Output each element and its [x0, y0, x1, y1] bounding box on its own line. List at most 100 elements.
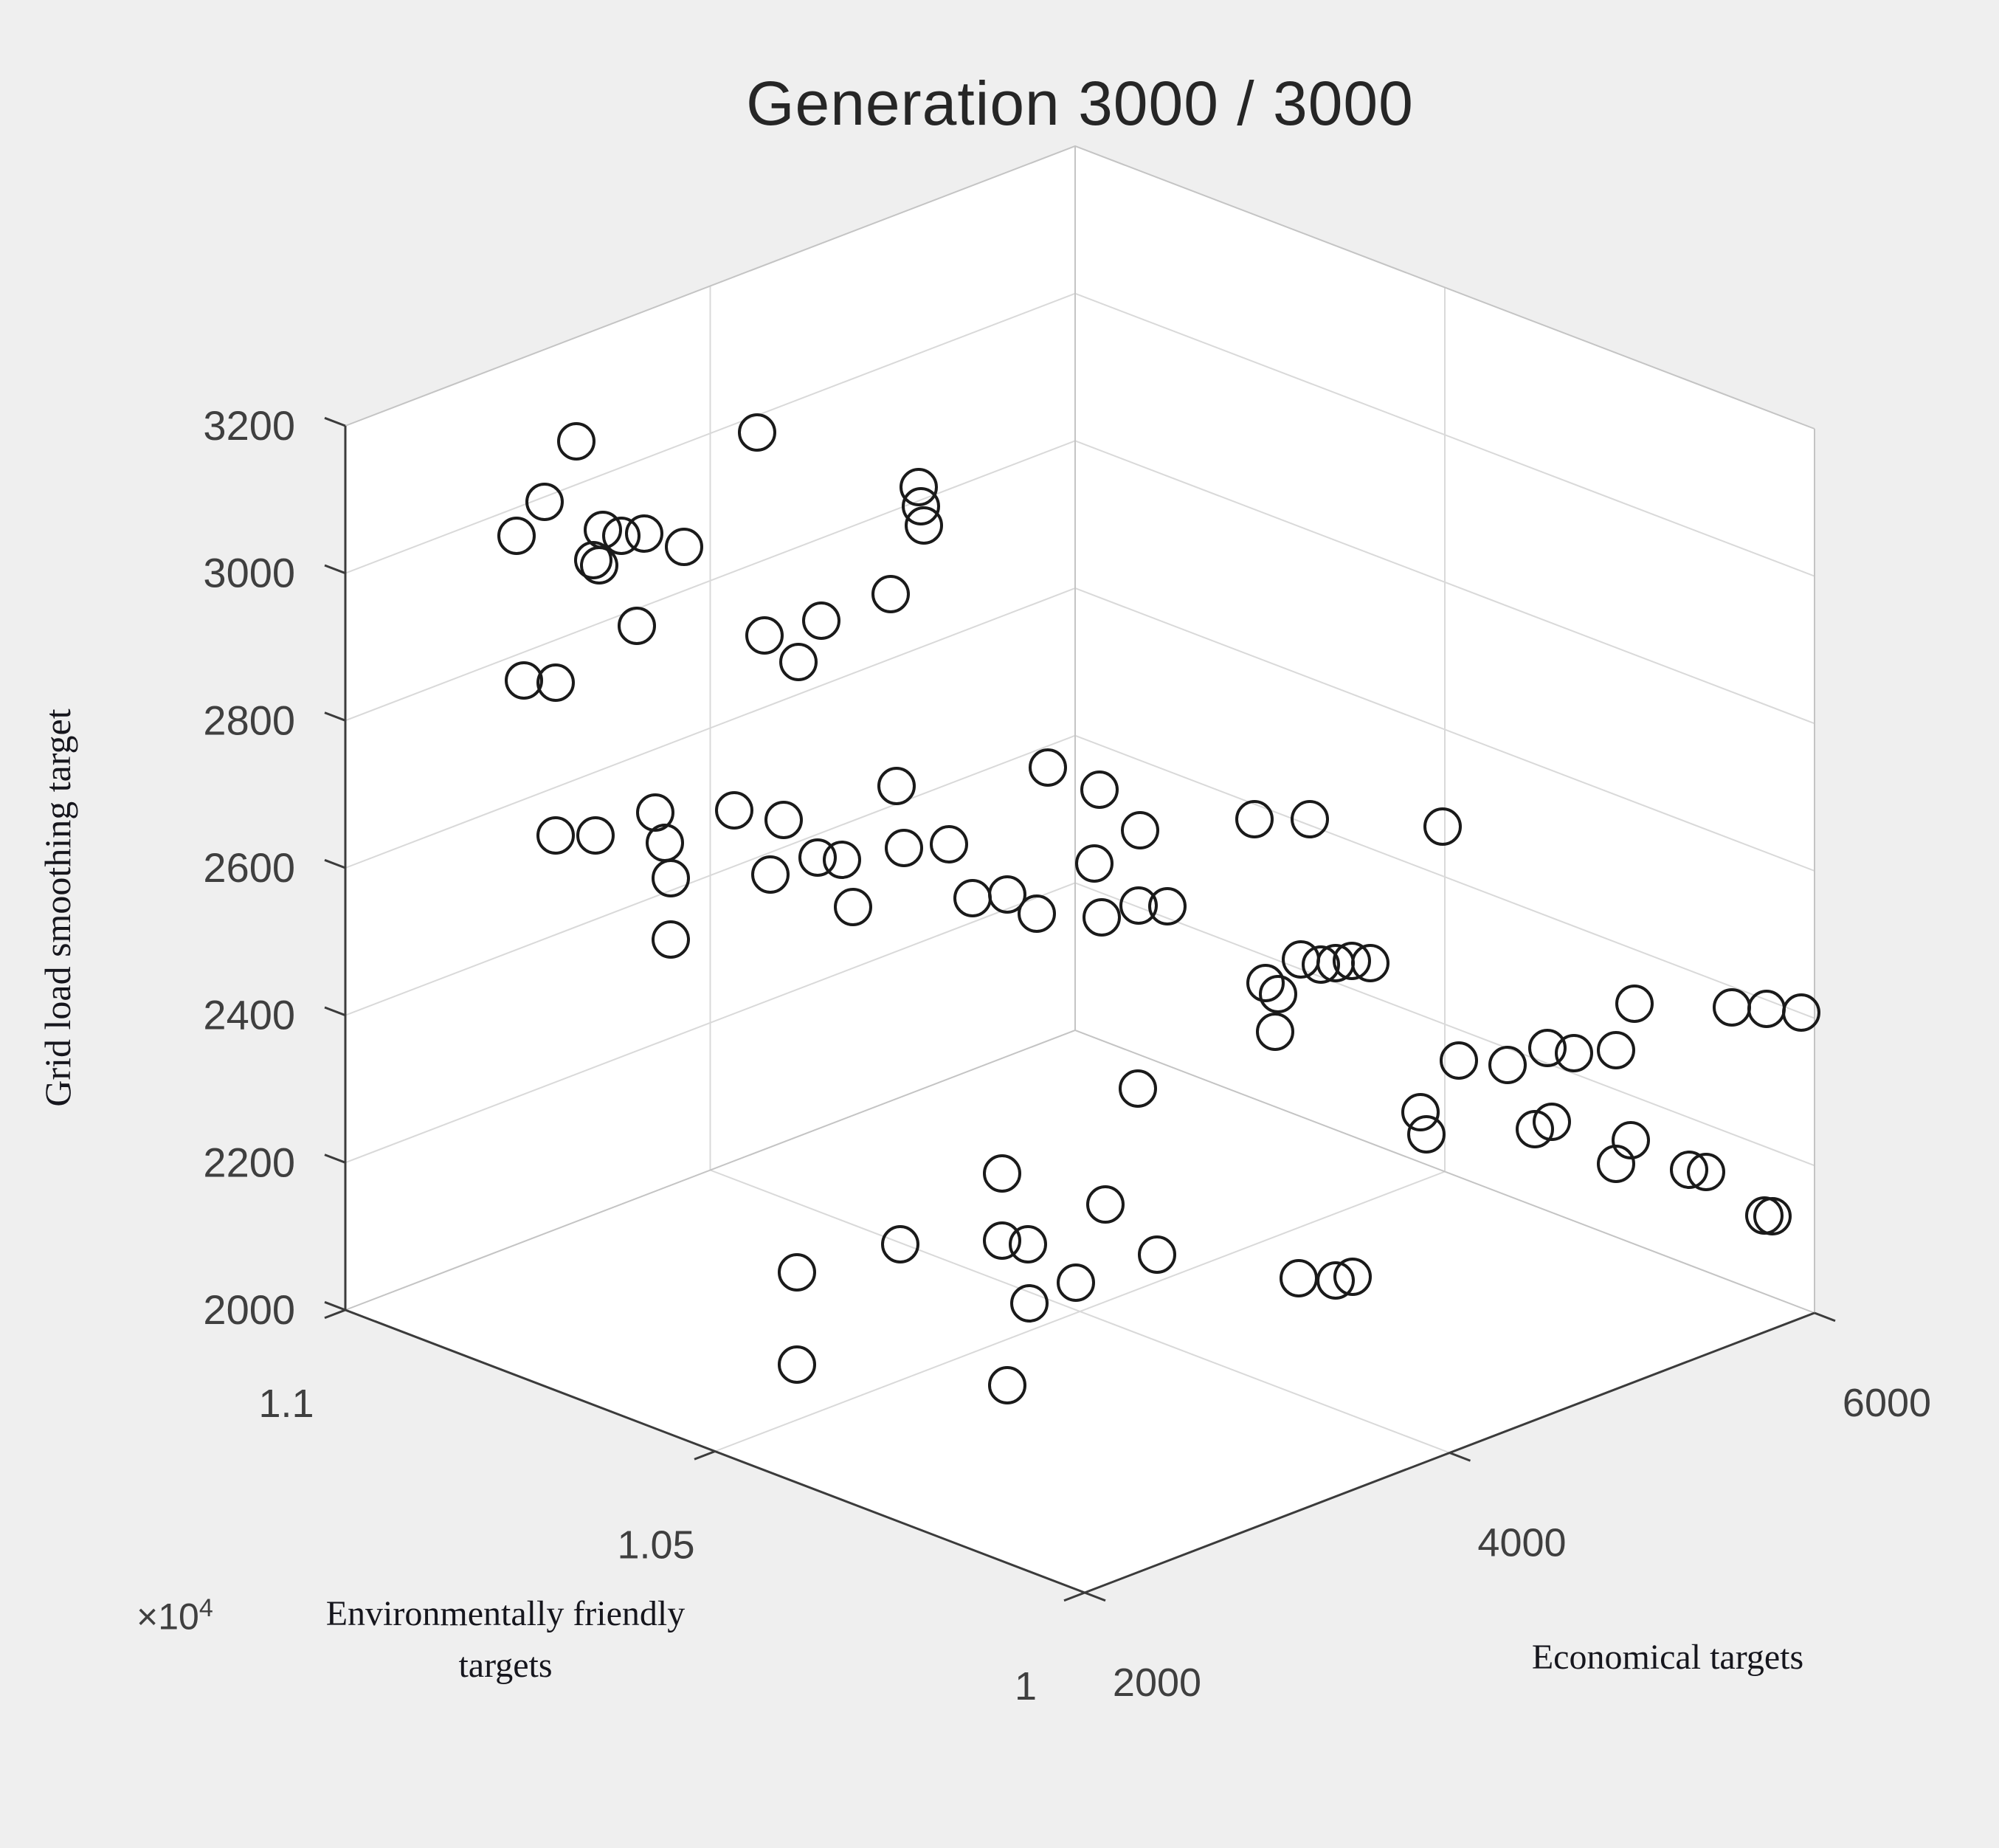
z-tick-label: 2000	[203, 1286, 295, 1333]
data-point-marker	[738, 413, 776, 452]
data-point-marker	[881, 1225, 919, 1263]
data-point-marker	[1138, 1235, 1176, 1274]
z-tick-label: 3000	[203, 550, 295, 596]
z-tick-mark	[324, 1154, 346, 1164]
data-point-marker	[1010, 1284, 1049, 1323]
data-point-marker	[536, 663, 575, 702]
z-tick-mark	[324, 1300, 346, 1311]
data-point-marker	[1291, 800, 1329, 838]
data-point-marker	[823, 841, 861, 879]
y-tick-mark	[1449, 1452, 1471, 1462]
x-tick-label: 1.05	[617, 1523, 694, 1568]
data-point-marker	[902, 487, 940, 525]
data-point-marker	[1488, 1046, 1527, 1084]
data-point-marker	[988, 1366, 1026, 1404]
multiplier-base: ×10	[137, 1596, 199, 1638]
floor-grid-line	[710, 1169, 1450, 1454]
data-point-marker	[618, 607, 656, 645]
data-point-marker	[1246, 964, 1285, 1002]
data-point-marker	[764, 801, 803, 839]
data-point-marker	[1423, 807, 1462, 846]
data-point-marker	[905, 506, 943, 545]
data-point-marker	[1121, 811, 1159, 849]
data-point-marker	[1615, 985, 1654, 1023]
data-point-marker	[574, 541, 612, 579]
data-point-marker	[525, 483, 564, 521]
data-point-marker	[1029, 748, 1067, 787]
z-axis-label: Grid load smoothing target	[37, 708, 78, 1107]
data-point-marker	[1333, 1258, 1372, 1296]
z-tick-mark	[324, 858, 346, 869]
data-point-marker	[652, 859, 690, 897]
data-point-marker	[1333, 942, 1371, 980]
data-point-marker	[988, 875, 1026, 914]
data-point-marker	[1302, 945, 1340, 984]
data-point-marker	[497, 517, 536, 555]
data-point-marker	[834, 888, 872, 926]
data-point-marker	[1528, 1029, 1567, 1067]
data-point-marker	[1555, 1034, 1593, 1072]
y-tick-mark	[1814, 1311, 1836, 1323]
data-point-marker	[1612, 1121, 1650, 1159]
roof-edges	[345, 145, 1815, 430]
data-point-marker	[930, 825, 968, 863]
data-point-marker	[885, 829, 923, 867]
data-point-marker	[580, 546, 618, 585]
data-point-marker	[779, 643, 818, 681]
data-point-marker	[1235, 800, 1274, 838]
x-axis-label: Environmentally friendly targets	[325, 1594, 686, 1685]
y-tick-label: 2000	[1113, 1661, 1201, 1705]
data-point-marker	[1083, 898, 1121, 937]
data-point-marker	[505, 661, 543, 700]
data-point-marker	[1597, 1145, 1635, 1183]
data-point-marker	[1080, 770, 1119, 809]
data-point-marker	[1009, 1225, 1047, 1263]
data-point-marker	[1440, 1041, 1478, 1080]
data-point-marker	[1018, 894, 1056, 933]
y-axis-label: Economical targets	[1531, 1638, 1804, 1677]
data-point-marker	[745, 616, 784, 655]
data-point-marker	[557, 422, 595, 461]
z-tick-mark	[324, 711, 346, 722]
data-point-marker	[798, 838, 837, 877]
data-point-marker	[900, 468, 938, 506]
z-tick-mark	[324, 416, 346, 427]
data-point-marker	[983, 1154, 1021, 1193]
z-tick-label: 2800	[203, 697, 295, 743]
data-point-marker	[1119, 886, 1158, 925]
z-tick-mark	[324, 1006, 346, 1017]
chart-title: Generation 3000 / 3000	[746, 69, 1414, 138]
y-tick-label: 6000	[1843, 1381, 1931, 1425]
x-tick-mark	[324, 1309, 346, 1320]
data-point-marker	[1753, 1197, 1792, 1235]
data-point-marker	[1057, 1263, 1095, 1302]
y-tick-label: 4000	[1477, 1521, 1566, 1565]
data-point-marker	[1086, 1185, 1125, 1224]
data-point-marker	[1119, 1069, 1157, 1108]
data-point-marker	[877, 767, 916, 805]
data-point-marker	[751, 855, 790, 894]
z-tick-mark	[324, 564, 346, 575]
data-point-marker	[536, 816, 575, 855]
x-tick-label: 1.1	[258, 1382, 314, 1426]
data-point-marker	[1782, 993, 1820, 1032]
data-point-marker	[1670, 1151, 1708, 1189]
data-point-marker	[602, 517, 641, 555]
data-point-marker	[1687, 1153, 1725, 1191]
data-point-marker	[1256, 1013, 1294, 1051]
data-point-marker	[652, 920, 690, 959]
x-tick-mark	[694, 1450, 716, 1461]
data-point-marker	[1075, 844, 1114, 883]
data-point-marker	[983, 1221, 1021, 1260]
x-axis-multiplier: ×104	[137, 1594, 213, 1638]
data-point-marker	[1597, 1031, 1635, 1069]
z-tick-label: 2200	[203, 1139, 295, 1185]
data-point-marker	[1533, 1103, 1571, 1141]
data-point-marker	[576, 816, 615, 855]
z-tick-label: 2600	[203, 844, 295, 891]
data-point-marker	[636, 793, 674, 832]
z-tick-label: 3200	[203, 402, 295, 449]
data-point-marker	[1351, 944, 1389, 982]
data-point-marker	[778, 1345, 816, 1384]
data-point-marker	[625, 514, 663, 553]
